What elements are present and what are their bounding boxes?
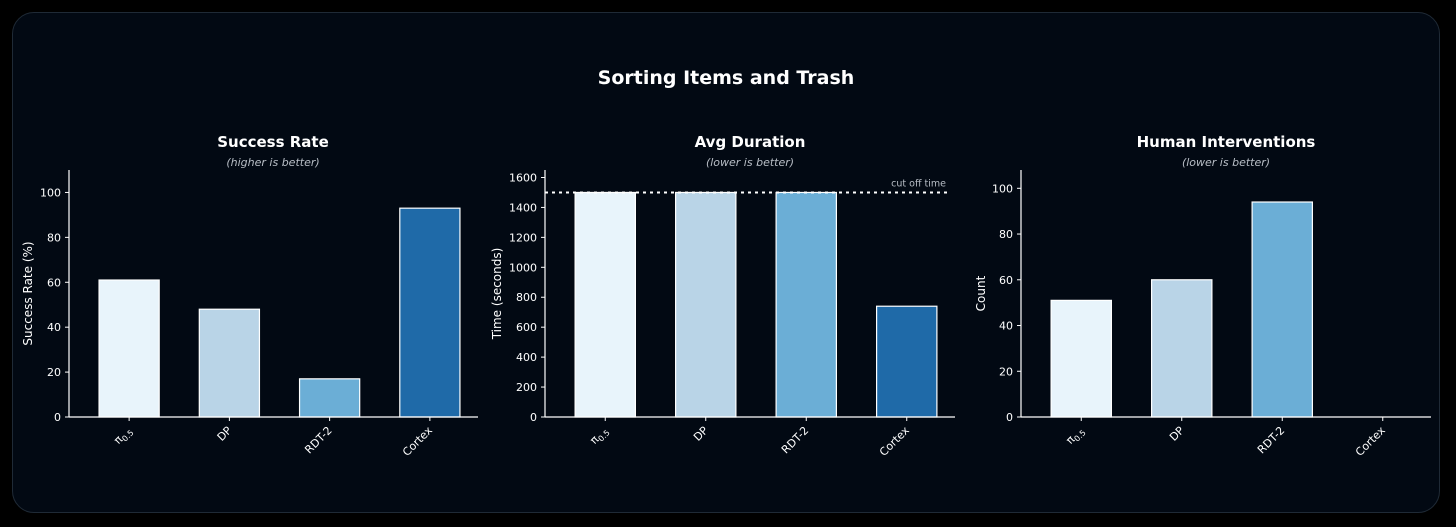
panel-subtitle: (lower is better) <box>706 156 794 169</box>
x-tick-label: DP <box>691 424 711 444</box>
y-tick-label: 200 <box>516 381 537 394</box>
bar-rdt-2 <box>775 191 837 418</box>
bar-0-5 <box>1050 299 1112 418</box>
x-tick-label: π0.5 <box>1063 424 1087 448</box>
y-tick-label: 800 <box>516 291 537 304</box>
panel-success-rate: Success Rate (higher is better) Success Ra… <box>21 133 478 459</box>
x-tick-label: DP <box>1167 424 1187 444</box>
y-axis-label: Success Rate (%) <box>21 241 35 345</box>
bar-rdt-2 <box>1251 201 1313 418</box>
y-tick-label: 0 <box>54 411 61 424</box>
y-tick-label: 0 <box>530 411 537 424</box>
x-tick-label: Cortex <box>877 424 912 459</box>
y-tick-label: 0 <box>1006 411 1013 424</box>
bar-cortex <box>399 207 461 418</box>
panel-title: Success Rate <box>217 133 329 151</box>
x-tick-label: Cortex <box>400 424 435 459</box>
panel-title: Avg Duration <box>695 133 806 151</box>
panel-avg-duration: Avg Duration (lower is better) Time (secon… <box>490 133 955 459</box>
bar-0-5 <box>98 279 160 418</box>
cutoff-label: cut off time <box>891 178 946 189</box>
x-tick-label: RDT-2 <box>302 424 334 456</box>
panel-title: Human Interventions <box>1137 133 1316 151</box>
y-tick-label: 60 <box>999 274 1013 287</box>
y-tick-label: 100 <box>40 186 61 199</box>
y-tick-label: 1000 <box>509 261 537 274</box>
y-tick-label: 20 <box>47 366 61 379</box>
y-tick-label: 40 <box>999 320 1013 333</box>
y-tick-label: 100 <box>992 182 1013 195</box>
panel-subtitle: (higher is better) <box>226 156 319 169</box>
bar-dp <box>1150 279 1213 418</box>
y-axis-label: Count <box>974 275 988 311</box>
y-tick-label: 80 <box>999 228 1013 241</box>
y-tick-label: 80 <box>47 231 61 244</box>
y-tick-label: 400 <box>516 351 537 364</box>
x-tick-label: DP <box>215 424 235 444</box>
x-tick-label: RDT-2 <box>779 424 811 456</box>
x-tick-label: RDT-2 <box>1255 424 1287 456</box>
y-tick-label: 40 <box>47 321 61 334</box>
bar-dp <box>674 191 737 418</box>
y-tick-label: 20 <box>999 365 1013 378</box>
y-tick-label: 1600 <box>509 171 537 184</box>
x-tick-label: π0.5 <box>111 424 135 448</box>
y-tick-label: 600 <box>516 321 537 334</box>
y-tick-label: 60 <box>47 276 61 289</box>
panel-subtitle: (lower is better) <box>1182 156 1270 169</box>
bar-cortex <box>875 305 938 418</box>
y-axis-label: Time (seconds) <box>490 248 504 341</box>
y-tick-label: 1200 <box>509 231 537 244</box>
y-tick-label: 1400 <box>509 201 537 214</box>
panel-human-interventions: Human Interventions (lower is better) Coun… <box>974 133 1431 459</box>
bar-rdt-2 <box>298 378 361 418</box>
bar-0-5 <box>574 191 636 418</box>
bar-dp <box>198 308 261 418</box>
x-tick-label: π0.5 <box>587 424 611 448</box>
x-tick-label: Cortex <box>1353 424 1388 459</box>
figure-title: Sorting Items and Trash <box>598 67 855 89</box>
